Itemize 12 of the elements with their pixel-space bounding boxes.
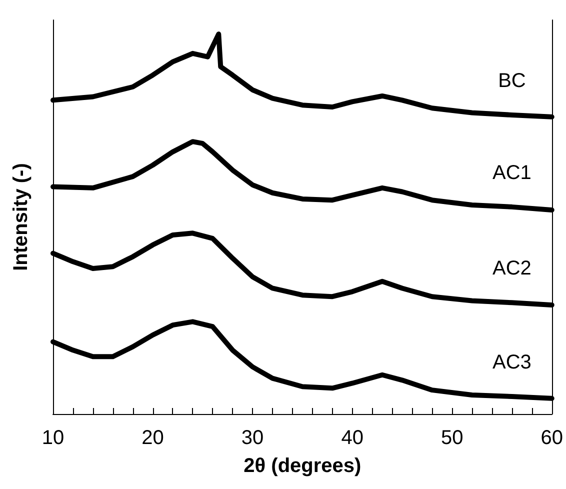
series-label: AC3 bbox=[492, 352, 532, 374]
x-tick-label: 20 bbox=[142, 427, 164, 449]
x-tick-label: 10 bbox=[42, 427, 64, 449]
x-tick-label: 40 bbox=[341, 427, 364, 449]
y-axis-title: Intensity (-) bbox=[10, 163, 32, 271]
x-tick-label: 30 bbox=[241, 427, 264, 449]
series-label: BC bbox=[498, 70, 526, 92]
series-label: AC1 bbox=[492, 162, 532, 184]
x-axis-title: 2θ (degrees) bbox=[244, 455, 362, 477]
series-label: AC2 bbox=[492, 258, 532, 280]
x-tick-label: 60 bbox=[540, 427, 563, 449]
x-tick-label: 50 bbox=[440, 427, 464, 449]
